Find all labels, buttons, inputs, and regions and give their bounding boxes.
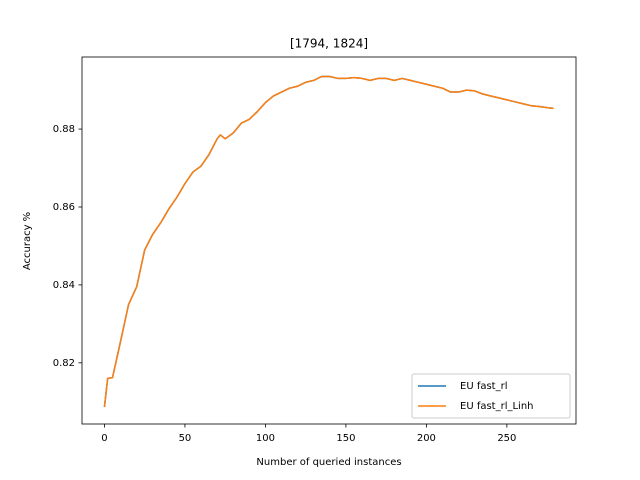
x-tick-label: 150 <box>336 433 355 444</box>
x-tick-label: 0 <box>101 433 107 444</box>
x-tick-label: 100 <box>256 433 275 444</box>
legend-label: EU fast_rl <box>460 381 508 392</box>
y-tick-label: 0.88 <box>53 124 75 135</box>
chart-title: [1794, 1824] <box>290 37 368 51</box>
y-tick-label: 0.86 <box>53 202 75 213</box>
y-tick-label: 0.84 <box>53 280 75 291</box>
x-tick-label: 200 <box>417 433 436 444</box>
legend-label: EU fast_rl_Linh <box>460 401 534 412</box>
y-axis-label: Accuracy % <box>22 212 33 270</box>
series-line <box>103 75 554 407</box>
y-tick-label: 0.82 <box>53 358 75 369</box>
x-tick-label: 50 <box>179 433 192 444</box>
x-tick-label: 250 <box>497 433 516 444</box>
series-line <box>103 75 554 407</box>
legend-box <box>411 373 571 419</box>
plot-frame <box>81 56 577 425</box>
x-axis-label: Number of queried instances <box>256 457 401 468</box>
